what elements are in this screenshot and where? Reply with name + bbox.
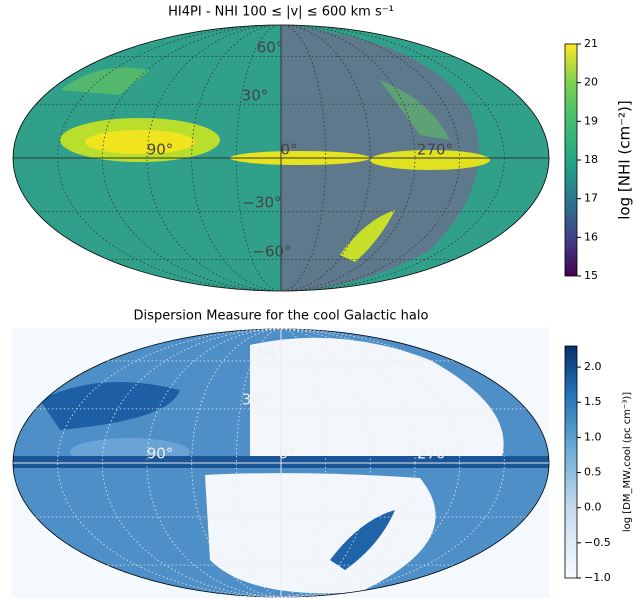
- colorbar: [564, 345, 578, 579]
- colorbar-tick-label: 19: [584, 114, 598, 127]
- colorbar-tick-label: 20: [584, 76, 598, 89]
- grid-label: 90°: [147, 445, 174, 463]
- colorbar-tick-label: −1.0: [584, 571, 611, 584]
- grid-label: 270°: [417, 141, 453, 159]
- colorbar-tick-label: 18: [584, 153, 598, 166]
- colorbar-label: log [DM_MW,cool (pc cm⁻³)]: [622, 392, 633, 532]
- colorbar-label: log [NHI (cm⁻²)]: [616, 100, 634, 220]
- colorbar-tick-label: 0.5: [584, 466, 602, 479]
- chart-title: Dispersion Measure for the cool Galactic…: [134, 309, 429, 324]
- grid-label: 0°: [278, 445, 295, 463]
- grid-label: 30°: [242, 87, 269, 105]
- chart-title: HI4PI - NHI 100 ≤ |v| ≤ 600 km s⁻¹: [168, 5, 394, 20]
- colorbar-tick-label: 1.5: [584, 395, 602, 408]
- colorbar-tick-label: 16: [584, 230, 598, 243]
- colorbar-tick-label: 0.0: [584, 501, 602, 514]
- grid-label: 0°: [280, 141, 297, 159]
- grid-label: −60°: [252, 243, 291, 261]
- colorbar-tick-label: 21: [584, 37, 598, 50]
- grid-label: 60°: [257, 344, 284, 362]
- grid-label: 30°: [242, 391, 269, 409]
- grid-label: 60°: [257, 39, 284, 57]
- colorbar-tick-label: 2.0: [584, 360, 602, 373]
- grid-label: −30°: [242, 194, 281, 212]
- colorbar-tick-label: 15: [584, 269, 598, 282]
- grid-label: 270°: [417, 445, 453, 463]
- grid-label: 90°: [147, 141, 174, 159]
- colorbar: [564, 43, 578, 277]
- colorbar-tick-label: 17: [584, 192, 598, 205]
- colorbar-tick-label: −0.5: [584, 536, 611, 549]
- colorbar-tick-label: 1.0: [584, 430, 602, 443]
